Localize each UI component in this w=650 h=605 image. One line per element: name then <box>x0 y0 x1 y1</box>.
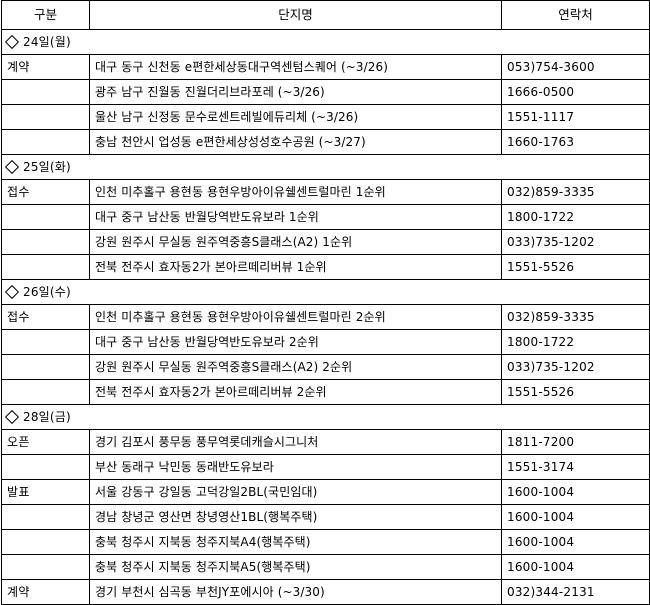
cell-contact: 032)859-3335 <box>501 304 650 330</box>
cell-complex-name: 충남 천안시 업성동 e편한세상성성호수공원 (~3/27) <box>89 129 502 155</box>
cell-category <box>1 229 90 255</box>
cell-contact: 1811-7200 <box>501 429 650 455</box>
cell-contact: 1600-1004 <box>501 529 650 555</box>
diamond-outline-icon <box>4 159 20 175</box>
cell-complex-name: 경남 창녕군 영산면 창녕영산1BL(행복주택) <box>89 504 502 530</box>
table-row: 광주 남구 진월동 진월더리브라포레 (~3/26) 1666-0500 <box>1 79 650 105</box>
cell-contact: 033)735-1202 <box>501 354 650 380</box>
header-category: 구분 <box>1 0 90 30</box>
cell-category <box>1 79 90 105</box>
table-row: 울산 남구 신정동 문수로센트레빌에듀리체 (~3/26) 1551-1117 <box>1 104 650 130</box>
cell-contact: 032)344-2131 <box>501 579 650 605</box>
cell-category: 접수 <box>1 304 90 330</box>
diamond-outline-icon <box>4 409 20 425</box>
diamond-outline-icon <box>4 284 20 300</box>
table-row: 접수 인천 미추홀구 용현동 용현우방아이유쉘센트럴마린 1순위 032)859-3… <box>1 179 650 205</box>
cell-complex-name: 광주 남구 진월동 진월더리브라포레 (~3/26) <box>89 79 502 105</box>
table-header: 구분 단지명 연락처 <box>1 0 650 30</box>
table-row: 강원 원주시 무실동 원주역중흥S클래스(A2) 1순위 033)735-1202 <box>1 229 650 255</box>
cell-complex-name: 충북 청주시 지북동 청주지북A5(행복주택) <box>89 554 502 580</box>
cell-contact: 1600-1004 <box>501 479 650 505</box>
cell-category <box>1 129 90 155</box>
table-row: 충북 청주시 지북동 청주지북A4(행복주택) 1600-1004 <box>1 529 650 555</box>
cell-complex-name: 대구 중구 남산동 반월당역반도유보라 2순위 <box>89 329 502 355</box>
cell-category <box>1 104 90 130</box>
cell-contact: 1666-0500 <box>501 79 650 105</box>
table-row: 오픈 경기 김포시 풍무동 풍무역롯데캐슬시그니처 1811-7200 <box>1 429 650 455</box>
table-row: 전북 전주시 효자동2가 본아르떼리버뷰 2순위 1551-5526 <box>1 379 650 405</box>
cell-complex-name: 강원 원주시 무실동 원주역중흥S클래스(A2) 1순위 <box>89 229 502 255</box>
cell-category: 접수 <box>1 179 90 205</box>
header-row: 구분 단지명 연락처 <box>1 0 650 30</box>
cell-complex-name: 울산 남구 신정동 문수로센트레빌에듀리체 (~3/26) <box>89 104 502 130</box>
table-row: 강원 원주시 무실동 원주역중흥S클래스(A2) 2순위 033)735-1202 <box>1 354 650 380</box>
cell-contact: 1551-5526 <box>501 254 650 280</box>
cell-complex-name: 충북 청주시 지북동 청주지북A4(행복주택) <box>89 529 502 555</box>
date-label: 25일(화) <box>23 160 71 174</box>
table-row: 대구 중구 남산동 반월당역반도유보라 1순위 1800-1722 <box>1 204 650 230</box>
cell-category <box>1 379 90 405</box>
cell-contact: 1600-1004 <box>501 504 650 530</box>
table-row: 대구 중구 남산동 반월당역반도유보라 2순위 1800-1722 <box>1 329 650 355</box>
date-section-row: 24일(월) <box>1 29 650 55</box>
date-section-row: 26일(수) <box>1 279 650 305</box>
date-label: 24일(월) <box>23 35 71 49</box>
cell-category: 계약 <box>1 579 90 605</box>
table-row: 발표 서울 강동구 강일동 고덕강일2BL(국민임대) 1600-1004 <box>1 479 650 505</box>
diamond-outline-icon <box>4 34 20 50</box>
cell-complex-name: 서울 강동구 강일동 고덕강일2BL(국민임대) <box>89 479 502 505</box>
cell-complex-name: 경기 부천시 심곡동 부천JY포에시아 (~3/30) <box>89 579 502 605</box>
date-section-row: 25일(화) <box>1 154 650 180</box>
cell-category: 발표 <box>1 479 90 505</box>
date-section-cell: 25일(화) <box>1 154 650 180</box>
cell-complex-name: 전북 전주시 효자동2가 본아르떼리버뷰 2순위 <box>89 379 502 405</box>
cell-category <box>1 254 90 280</box>
table-row: 경남 창녕군 영산면 창녕영산1BL(행복주택) 1600-1004 <box>1 504 650 530</box>
cell-contact: 1660-1763 <box>501 129 650 155</box>
cell-complex-name: 부산 동래구 낙민동 동래반도유보라 <box>89 454 502 480</box>
header-contact: 연락처 <box>501 0 650 30</box>
cell-contact: 032)859-3335 <box>501 179 650 205</box>
cell-category <box>1 354 90 380</box>
cell-category <box>1 454 90 480</box>
cell-contact: 033)735-1202 <box>501 229 650 255</box>
date-label: 26일(수) <box>23 285 71 299</box>
cell-category <box>1 554 90 580</box>
cell-contact: 053)754-3600 <box>501 54 650 80</box>
cell-category <box>1 504 90 530</box>
table-row: 계약 대구 동구 신천동 e편한세상동대구역센텀스퀘어 (~3/26) 053)75… <box>1 54 650 80</box>
cell-contact: 1551-3174 <box>501 454 650 480</box>
cell-category <box>1 329 90 355</box>
cell-category: 오픈 <box>1 429 90 455</box>
date-label: 28일(금) <box>23 410 71 424</box>
cell-complex-name: 대구 동구 신천동 e편한세상동대구역센텀스퀘어 (~3/26) <box>89 54 502 80</box>
table-row: 충북 청주시 지북동 청주지북A5(행복주택) 1600-1004 <box>1 554 650 580</box>
table-row: 전북 전주시 효자동2가 본아르떼리버뷰 1순위 1551-5526 <box>1 254 650 280</box>
cell-complex-name: 인천 미추홀구 용현동 용현우방아이유쉘센트럴마린 1순위 <box>89 179 502 205</box>
table-row: 부산 동래구 낙민동 동래반도유보라 1551-3174 <box>1 454 650 480</box>
date-section-cell: 24일(월) <box>1 29 650 55</box>
cell-complex-name: 대구 중구 남산동 반월당역반도유보라 1순위 <box>89 204 502 230</box>
cell-complex-name: 인천 미추홀구 용현동 용현우방아이유쉘센트럴마린 2순위 <box>89 304 502 330</box>
table-body: 24일(월) 계약 대구 동구 신천동 e편한세상동대구역센텀스퀘어 (~3/26)… <box>1 29 650 605</box>
header-complex: 단지명 <box>89 0 502 30</box>
date-section-cell: 26일(수) <box>1 279 650 305</box>
cell-contact: 1600-1004 <box>501 554 650 580</box>
table-row: 계약 경기 부천시 심곡동 부천JY포에시아 (~3/30) 032)344-213… <box>1 579 650 605</box>
table-row: 충남 천안시 업성동 e편한세상성성호수공원 (~3/27) 1660-1763 <box>1 129 650 155</box>
cell-complex-name: 강원 원주시 무실동 원주역중흥S클래스(A2) 2순위 <box>89 354 502 380</box>
cell-category <box>1 529 90 555</box>
date-section-row: 28일(금) <box>1 404 650 430</box>
cell-category: 계약 <box>1 54 90 80</box>
cell-complex-name: 전북 전주시 효자동2가 본아르떼리버뷰 1순위 <box>89 254 502 280</box>
cell-complex-name: 경기 김포시 풍무동 풍무역롯데캐슬시그니처 <box>89 429 502 455</box>
date-section-cell: 28일(금) <box>1 404 650 430</box>
cell-contact: 1800-1722 <box>501 329 650 355</box>
cell-category <box>1 204 90 230</box>
cell-contact: 1551-1117 <box>501 104 650 130</box>
cell-contact: 1551-5526 <box>501 379 650 405</box>
cell-contact: 1800-1722 <box>501 204 650 230</box>
table-row: 접수 인천 미추홀구 용현동 용현우방아이유쉘센트럴마린 2순위 032)859-3… <box>1 304 650 330</box>
